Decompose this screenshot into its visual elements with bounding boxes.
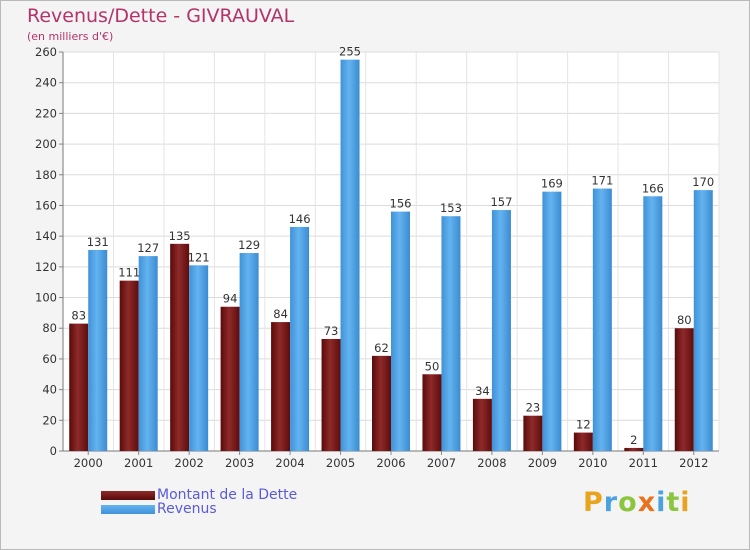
y-tick-label: 40	[42, 383, 57, 397]
y-tick-label: 180	[35, 168, 57, 182]
data-label: 94	[223, 292, 238, 306]
x-tick-label: 2003	[225, 456, 254, 470]
y-tick-label: 220	[35, 106, 57, 120]
bar-dette	[321, 338, 341, 451]
y-tick-label: 0	[50, 444, 57, 458]
data-label: 129	[238, 238, 260, 252]
bar-revenus	[138, 256, 158, 451]
data-label: 171	[591, 174, 613, 188]
data-label: 12	[576, 418, 591, 432]
data-label: 153	[440, 201, 462, 215]
y-tick-label: 20	[42, 413, 57, 427]
x-tick-label: 2001	[124, 456, 153, 470]
x-tick-label: 2008	[477, 456, 506, 470]
data-label: 170	[692, 175, 714, 189]
bar-dette	[69, 323, 89, 451]
proxiti-logo: Proxiti	[583, 487, 691, 518]
bar-revenus	[491, 210, 511, 451]
data-label: 146	[289, 212, 311, 226]
data-label: 169	[541, 177, 563, 191]
x-tick-label: 2010	[578, 456, 607, 470]
bar-revenus	[592, 188, 612, 452]
y-tick-label: 60	[42, 352, 57, 366]
y-tick-label: 260	[35, 45, 57, 59]
bar-dette	[573, 432, 593, 451]
data-label: 80	[677, 313, 692, 327]
data-label: 166	[642, 181, 664, 195]
data-label: 111	[118, 266, 140, 280]
bar-dette	[472, 398, 492, 451]
data-label: 73	[324, 324, 339, 338]
data-label: 23	[526, 401, 541, 415]
data-label: 62	[374, 341, 389, 355]
data-label: 135	[169, 229, 191, 243]
bar-dette	[271, 322, 291, 451]
x-tick-label: 2011	[629, 456, 658, 470]
bar-dette	[170, 243, 190, 451]
x-tick-label: 2000	[74, 456, 103, 470]
bars	[69, 59, 713, 452]
y-tick-label: 80	[42, 321, 57, 335]
legend-swatch-dette	[101, 490, 155, 500]
bar-revenus	[189, 265, 209, 451]
data-labels: 83 131 111 127 135 121 94 129 84 146 73 255 62 156 50 1…	[71, 45, 714, 447]
legend-label-revenus: Revenus	[157, 501, 217, 517]
x-tick-label: 2009	[528, 456, 557, 470]
data-label: 34	[475, 384, 490, 398]
y-tick-label: 140	[35, 229, 57, 243]
legend-swatch-revenus	[101, 504, 155, 514]
x-tick-label: 2006	[376, 456, 405, 470]
y-tick-label: 200	[35, 137, 57, 151]
bar-dette	[674, 328, 694, 451]
y-tick-label: 160	[35, 198, 57, 212]
bar-dette	[523, 415, 543, 451]
data-label: 255	[339, 45, 361, 59]
data-label: 131	[87, 235, 109, 249]
bar-revenus	[441, 216, 461, 451]
y-tick-label: 120	[35, 260, 57, 274]
axes: 0 20 40 60 80 100 120 140 160 180 200 220 240 260 2000…	[35, 45, 719, 470]
bar-revenus	[542, 191, 562, 451]
data-label: 157	[490, 195, 512, 209]
x-tick-label: 2004	[275, 456, 304, 470]
data-label: 156	[390, 197, 412, 211]
bar-revenus	[693, 190, 713, 451]
chart-title: Revenus/Dette - GIVRAUVAL	[27, 5, 295, 27]
data-label: 50	[425, 359, 440, 373]
bar-dette	[372, 355, 391, 451]
data-label: 83	[71, 309, 86, 323]
data-label: 84	[273, 307, 288, 321]
data-label: 127	[137, 241, 159, 255]
legend-item-dette: Montant de la Dette	[101, 487, 297, 503]
bar-revenus	[643, 196, 663, 451]
y-tick-label: 100	[35, 291, 57, 305]
y-tick-label: 240	[35, 76, 57, 90]
bar-revenus	[340, 59, 360, 452]
legend-label-dette: Montant de la Dette	[157, 487, 298, 503]
bar-dette	[220, 306, 240, 451]
chart-subtitle: (en milliers d'€)	[27, 30, 114, 43]
bar-revenus	[239, 253, 259, 451]
data-label: 2	[630, 433, 637, 447]
x-tick-label: 2002	[175, 456, 204, 470]
bar-dette	[119, 280, 139, 451]
x-tick-label: 2005	[326, 456, 355, 470]
x-tick-label: 2012	[679, 456, 708, 470]
bar-revenus	[290, 226, 310, 451]
legend-item-revenus: Revenus	[101, 501, 217, 517]
data-label: 121	[188, 250, 210, 264]
bar-revenus	[391, 211, 410, 451]
x-tick-label: 2007	[427, 456, 456, 470]
bar-dette	[624, 447, 644, 451]
bar-revenus	[88, 249, 108, 451]
bar-dette	[422, 374, 442, 451]
